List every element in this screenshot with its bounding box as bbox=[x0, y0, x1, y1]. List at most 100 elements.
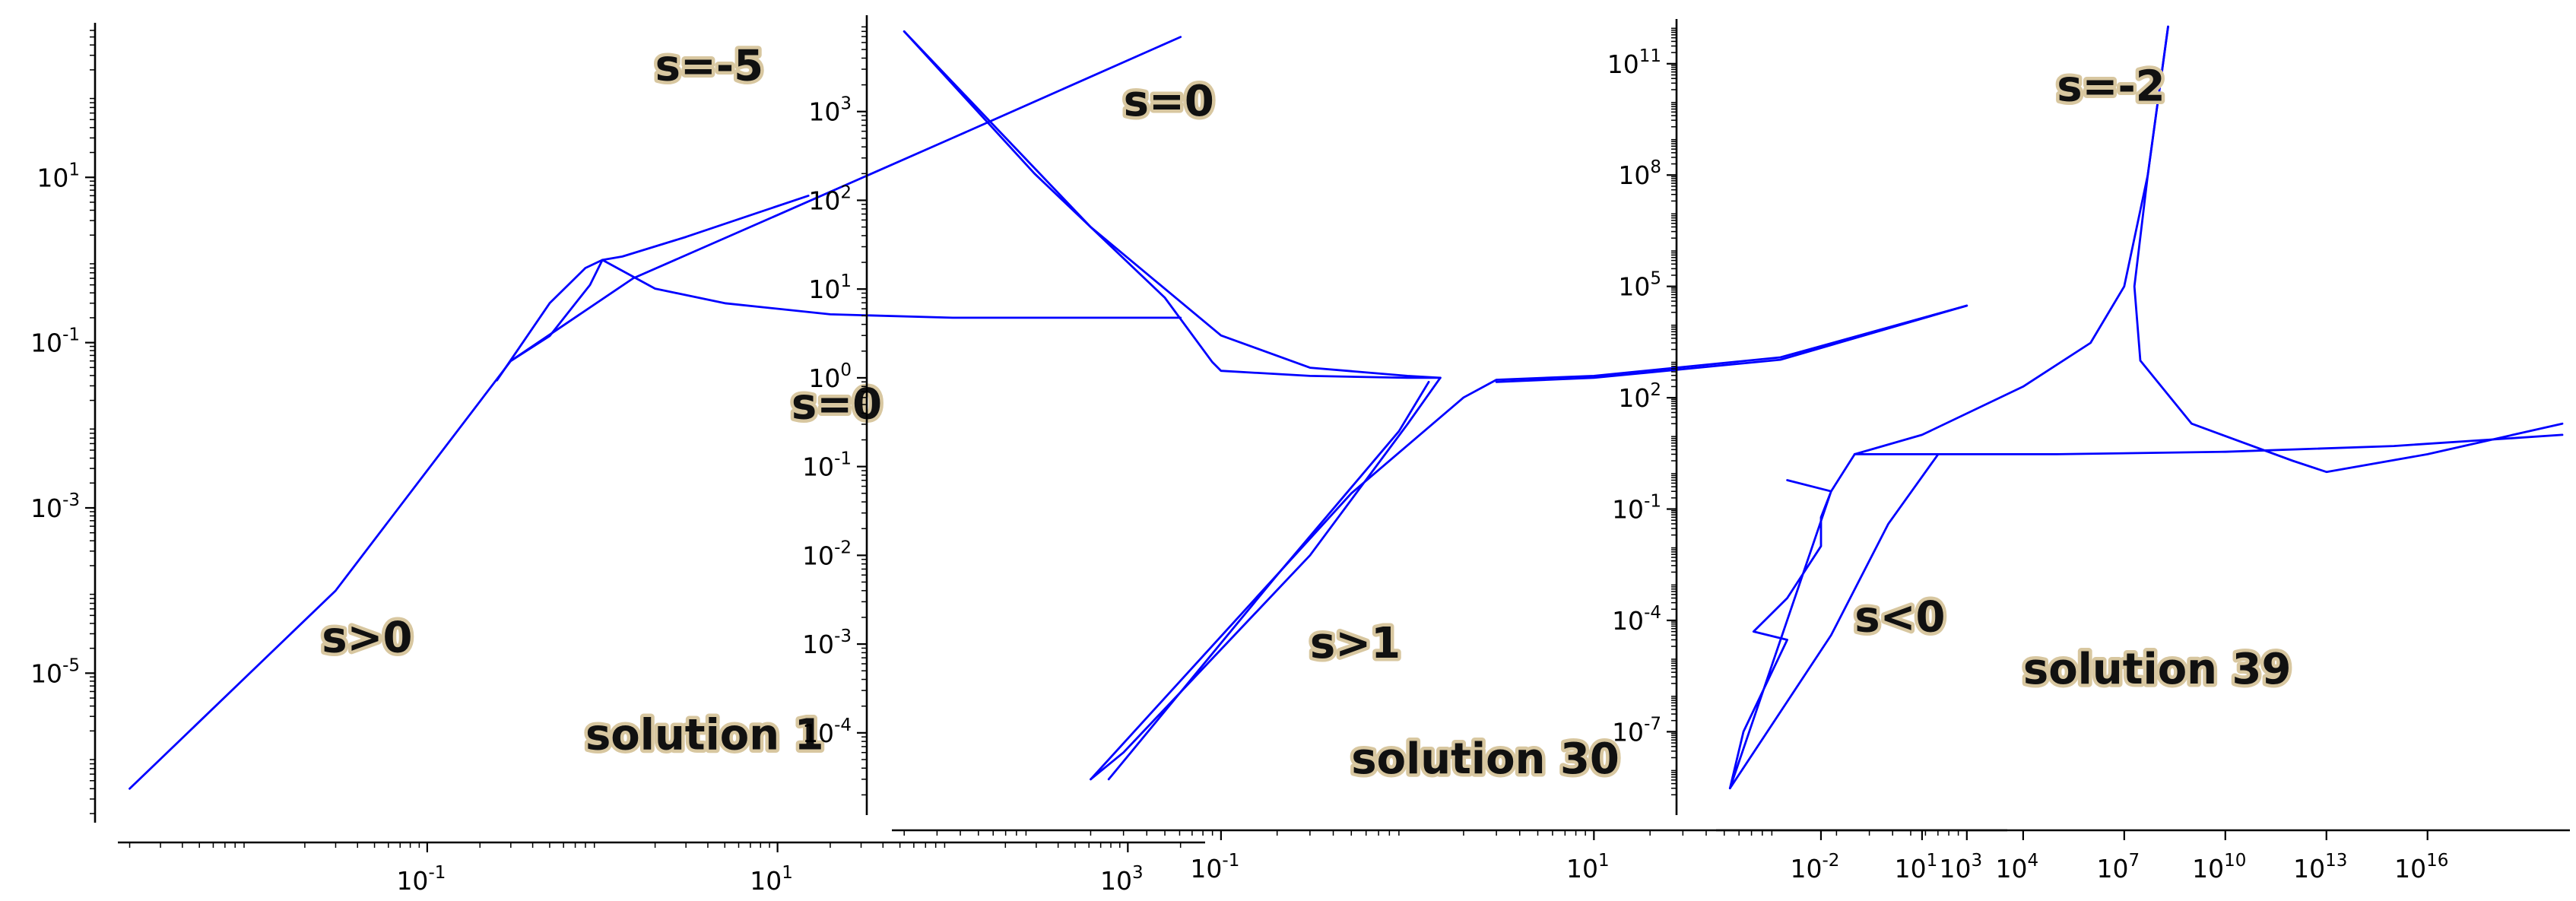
y-tick-label: 10-3 bbox=[30, 490, 80, 523]
annotation-label: s<0 bbox=[1854, 593, 1945, 642]
y-tick-exponent: -7 bbox=[1644, 714, 1661, 734]
y-tick-label: 10-7 bbox=[1612, 714, 1661, 747]
y-tick-exponent: 11 bbox=[1639, 46, 1661, 66]
y-tick-label: 10-3 bbox=[802, 627, 852, 659]
x-tick-exponent: 13 bbox=[2325, 851, 2347, 871]
x-tick-exponent: 3 bbox=[1971, 851, 1982, 871]
y-tick-exponent: -3 bbox=[62, 490, 80, 510]
y-tick-exponent: 8 bbox=[1650, 157, 1661, 177]
y-tick-exponent: -4 bbox=[1644, 603, 1661, 623]
y-tick-label: 102 bbox=[808, 182, 852, 215]
series-line-2 bbox=[2133, 25, 2564, 474]
x-tick-exponent: 10 bbox=[2224, 851, 2246, 871]
x-tick-label: 1016 bbox=[2394, 851, 2448, 884]
y-tick-label: 10-1 bbox=[30, 325, 80, 358]
x-tick-label: 101 bbox=[1895, 851, 1938, 884]
y-tick-label: 100 bbox=[808, 360, 852, 393]
y-tick-label: 10-1 bbox=[802, 449, 852, 482]
x-tick-label: 10-1 bbox=[1190, 851, 1239, 884]
x-tick-exponent: 4 bbox=[2028, 851, 2039, 871]
annotation-glow: s=0 bbox=[792, 380, 882, 430]
series-line-5 bbox=[1090, 304, 1968, 781]
y-tick-exponent: -1 bbox=[62, 325, 80, 345]
y-tick-label: 10-1 bbox=[1612, 492, 1661, 525]
x-tick-exponent: -2 bbox=[1822, 851, 1839, 871]
series-line-2 bbox=[903, 30, 1442, 379]
y-tick-label: 1011 bbox=[1607, 46, 1661, 79]
y-tick-exponent: 1 bbox=[840, 271, 852, 291]
series-line-6 bbox=[1495, 304, 1968, 383]
y-tick-label: 101 bbox=[808, 271, 852, 304]
y-tick-exponent: 3 bbox=[840, 94, 852, 114]
y-tick-label: 10-4 bbox=[802, 715, 852, 748]
y-tick-exponent: -4 bbox=[834, 715, 852, 735]
series-line-1 bbox=[903, 30, 1442, 379]
x-tick-exponent: 1 bbox=[1927, 851, 1938, 871]
annotation-label: solution 30 bbox=[1351, 734, 1620, 784]
x-tick-label: 10-2 bbox=[1790, 851, 1839, 884]
annotation-label: s>1 bbox=[1310, 619, 1401, 668]
x-tick-exponent: 1 bbox=[782, 863, 793, 883]
annotation-glow: s>0 bbox=[322, 614, 412, 663]
x-tick-label: 104 bbox=[1996, 851, 2039, 884]
x-tick-label: 103 bbox=[1100, 863, 1144, 896]
annotation-glow: s=-5 bbox=[655, 41, 763, 90]
annotation-glow: solution 39 bbox=[2023, 645, 2292, 694]
annotation-label: s=-5 bbox=[655, 41, 763, 90]
y-tick-label: 103 bbox=[808, 94, 852, 127]
x-tick-exponent: 3 bbox=[1132, 863, 1144, 883]
y-tick-exponent: 5 bbox=[1650, 269, 1661, 289]
series-line-6 bbox=[1786, 453, 1856, 493]
y-tick-exponent: 2 bbox=[1650, 380, 1661, 400]
x-tick-label: 107 bbox=[2097, 851, 2140, 884]
y-tick-label: 10-4 bbox=[1612, 603, 1661, 636]
annotation-label: s=-2 bbox=[2057, 62, 2165, 112]
y-tick-exponent: -5 bbox=[62, 655, 80, 675]
y-tick-label: 101 bbox=[36, 160, 80, 192]
annotation-glow: s<0 bbox=[1854, 593, 1945, 642]
x-tick-label: 10-1 bbox=[396, 863, 446, 896]
x-tick-exponent: 16 bbox=[2426, 851, 2448, 871]
x-tick-label: 1010 bbox=[2192, 851, 2246, 884]
series-line-1 bbox=[128, 36, 1182, 790]
y-tick-label: 10-5 bbox=[30, 655, 80, 688]
series-line-3 bbox=[1090, 376, 1442, 781]
series-line-4 bbox=[1107, 380, 1430, 781]
annotation-glow: solution 1 bbox=[585, 710, 824, 760]
series-line-4 bbox=[509, 259, 604, 363]
y-tick-exponent: -1 bbox=[834, 449, 852, 469]
annotation-label: s>0 bbox=[322, 614, 412, 663]
annotation-glow: s=0 bbox=[1124, 77, 1214, 126]
series-line-4 bbox=[1728, 490, 1832, 790]
annotation-label: s=0 bbox=[1124, 77, 1214, 126]
y-tick-exponent: -2 bbox=[834, 538, 852, 557]
x-tick-exponent: 7 bbox=[2129, 851, 2140, 871]
x-tick-exponent: -1 bbox=[1222, 851, 1239, 871]
y-tick-exponent: 1 bbox=[68, 160, 80, 179]
x-tick-label: 103 bbox=[1939, 851, 1982, 884]
annotation-glow: s=-2 bbox=[2057, 62, 2165, 112]
y-tick-label: 108 bbox=[1618, 157, 1661, 190]
annotation-glow: solution 30 bbox=[1351, 734, 1620, 784]
y-tick-label: 10-2 bbox=[802, 538, 852, 570]
x-tick-exponent: 1 bbox=[1598, 851, 1610, 871]
x-tick-label: 1013 bbox=[2293, 851, 2347, 884]
x-tick-exponent: -1 bbox=[428, 863, 446, 883]
y-tick-exponent: 2 bbox=[840, 182, 852, 202]
series-line-5 bbox=[1728, 453, 1940, 790]
annotation-label: solution 39 bbox=[2023, 645, 2292, 694]
y-tick-label: 105 bbox=[1618, 269, 1661, 302]
x-tick-label: 101 bbox=[750, 863, 793, 896]
y-tick-exponent: 0 bbox=[840, 360, 852, 380]
y-tick-exponent: -3 bbox=[834, 627, 852, 646]
y-tick-label: 102 bbox=[1618, 380, 1661, 413]
series-line-2 bbox=[601, 259, 1182, 319]
annotation-glow: s>1 bbox=[1310, 619, 1401, 668]
y-tick-exponent: -1 bbox=[1644, 492, 1661, 512]
x-tick-label: 101 bbox=[1566, 851, 1610, 884]
series-line-3 bbox=[1853, 433, 2564, 455]
